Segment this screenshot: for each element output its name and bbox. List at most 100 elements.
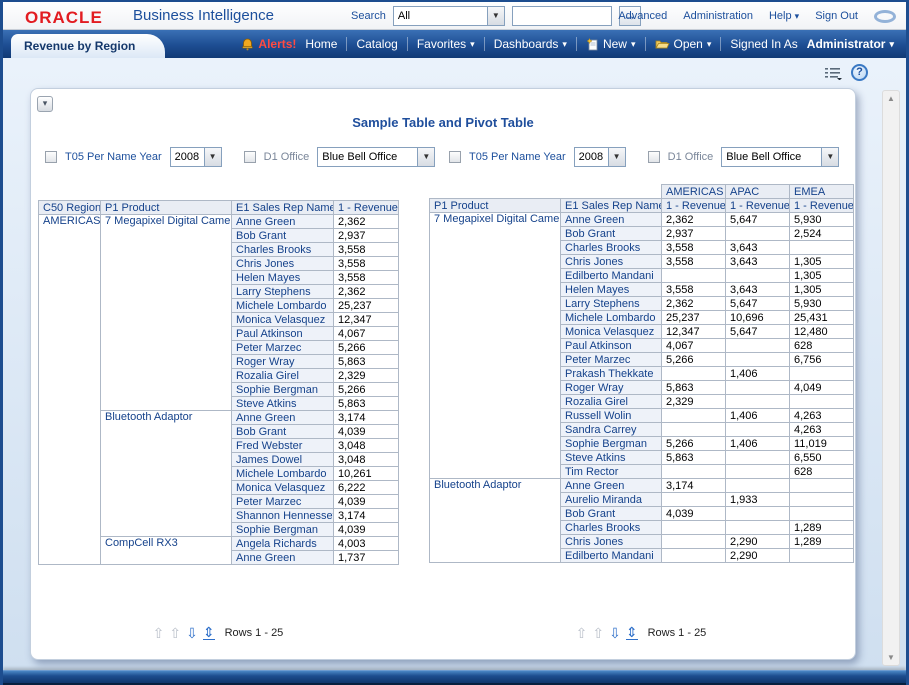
rows-range-label: Rows 1 - 25 [648, 627, 707, 639]
advanced-link[interactable]: Advanced [618, 10, 667, 22]
tab-revenue-by-region[interactable]: Revenue by Region [11, 34, 165, 58]
sales-rep-cell: Paul Atkinson [561, 339, 662, 353]
chevron-down-icon[interactable]: ▼ [204, 148, 221, 166]
revenue-cell: 3,558 [662, 241, 726, 255]
nav-item-catalog[interactable]: Catalog [356, 37, 397, 51]
previous-page-icon[interactable]: ⇧ [592, 626, 604, 640]
table-row: 7 Megapixel Digital CamerAnne Green2,362… [430, 213, 854, 227]
sales-rep-cell: Helen Mayes [561, 283, 662, 297]
search-scope-select[interactable]: All ▼ [393, 6, 505, 26]
revenue-cell: 2,937 [334, 229, 399, 243]
sales-rep-cell: Chris Jones [561, 535, 662, 549]
sales-rep-cell: Fred Webster [232, 439, 334, 453]
year-prompt-checkbox[interactable] [449, 151, 461, 163]
sales-rep-cell: Michele Lombardo [232, 299, 334, 313]
chevron-down-icon[interactable]: ▼ [417, 148, 434, 166]
scroll-up-icon[interactable]: ▲ [883, 94, 899, 103]
revenue-cell: 628 [790, 339, 854, 353]
revenue-cell: 3,643 [726, 283, 790, 297]
year-select[interactable]: 2008 ▼ [170, 147, 222, 167]
office-prompt-checkbox[interactable] [244, 151, 256, 163]
chevron-down-icon[interactable]: ▼ [821, 148, 838, 166]
column-header[interactable]: C50 Region [39, 201, 101, 215]
all-rows-icon[interactable]: ⇕ [626, 625, 638, 640]
office-select[interactable]: Blue Bell Office ▼ [317, 147, 435, 167]
nav-item-open[interactable]: Open▾ [655, 37, 712, 51]
sign-out-link[interactable]: Sign Out [815, 10, 858, 22]
vertical-scrollbar[interactable]: ▲ ▼ [882, 90, 900, 666]
revenue-cell: 1,289 [790, 535, 854, 549]
chevron-down-icon: ▾ [470, 39, 475, 50]
administration-link[interactable]: Administration [683, 10, 753, 22]
office-select[interactable]: Blue Bell Office ▼ [721, 147, 839, 167]
revenue-cell: 2,329 [662, 395, 726, 409]
nav-item-new[interactable]: New▾ [586, 37, 636, 51]
revenue-cell: 6,222 [334, 481, 399, 495]
previous-page-icon[interactable]: ⇧ [169, 626, 181, 640]
revenue-cell: 2,329 [334, 369, 399, 383]
next-page-icon[interactable]: ⇩ [186, 626, 198, 640]
first-page-icon[interactable]: ⇧ [576, 626, 588, 640]
region-column-header[interactable]: AMERICAS [662, 185, 726, 199]
revenue-cell: 3,048 [334, 439, 399, 453]
revenue-cell: 628 [790, 465, 854, 479]
revenue-cell [790, 507, 854, 521]
chevron-down-icon: ▾ [889, 39, 894, 50]
column-header[interactable]: 1 - Revenue [662, 199, 726, 213]
office-prompt-checkbox[interactable] [648, 151, 660, 163]
divider [407, 37, 408, 51]
column-header[interactable]: 1 - Revenue [726, 199, 790, 213]
chevron-down-icon[interactable]: ▼ [487, 7, 504, 25]
column-header[interactable]: 1 - Revenue [790, 199, 854, 213]
column-header[interactable]: P1 Product [430, 199, 561, 213]
search-input[interactable] [512, 6, 612, 26]
chevron-down-icon[interactable]: ▼ [608, 148, 625, 166]
chevron-down-icon: ▾ [795, 11, 800, 21]
sales-rep-cell: Steve Atkins [232, 397, 334, 411]
sales-rep-cell: Russell Wolin [561, 409, 662, 423]
column-header[interactable]: P1 Product [101, 201, 232, 215]
sales-rep-cell: Bob Grant [232, 229, 334, 243]
user-menu-administrator[interactable]: Administrator▾ [807, 37, 894, 51]
column-header[interactable]: E1 Sales Rep Name [561, 199, 662, 213]
column-header[interactable]: 1 - Revenue [334, 201, 399, 215]
nav-item-home[interactable]: Home [305, 37, 337, 51]
next-page-icon[interactable]: ⇩ [609, 626, 621, 640]
chevron-down-icon: ▾ [707, 39, 712, 50]
nav-item-favorites[interactable]: Favorites▾ [417, 37, 475, 51]
collapse-section-button[interactable]: ▾ [37, 96, 53, 112]
revenue-cell: 1,305 [790, 283, 854, 297]
column-header[interactable]: E1 Sales Rep Name [232, 201, 334, 215]
revenue-cell [726, 479, 790, 493]
sales-rep-cell: Bob Grant [561, 227, 662, 241]
revenue-cell: 2,290 [726, 535, 790, 549]
sales-rep-cell: Michele Lombardo [561, 311, 662, 325]
scroll-down-icon[interactable]: ▼ [883, 653, 899, 662]
product-cell: CompCell RX3 [101, 537, 232, 565]
year-select[interactable]: 2008 ▼ [574, 147, 626, 167]
divider [346, 37, 347, 51]
revenue-cell [790, 479, 854, 493]
revenue-cell: 6,550 [790, 451, 854, 465]
revenue-cell: 3,174 [334, 509, 399, 523]
page-options-icon[interactable] [825, 67, 842, 80]
revenue-cell [790, 367, 854, 381]
revenue-cell: 2,362 [662, 297, 726, 311]
nav-item-dashboards[interactable]: Dashboards▾ [494, 37, 567, 51]
help-icon[interactable]: ? [851, 64, 868, 81]
alerts-button[interactable]: Alerts! [241, 37, 296, 51]
pivot-corner [561, 185, 662, 199]
region-column-header[interactable]: APAC [726, 185, 790, 199]
revenue-cell: 2,362 [662, 213, 726, 227]
revenue-cell: 6,756 [790, 353, 854, 367]
revenue-cell [726, 227, 790, 241]
year-prompt-checkbox[interactable] [45, 151, 57, 163]
region-column-header[interactable]: EMEA [790, 185, 854, 199]
all-rows-icon[interactable]: ⇕ [203, 625, 215, 640]
help-menu[interactable]: Help ▾ [769, 10, 799, 22]
sales-rep-cell: Paul Atkinson [232, 327, 334, 341]
revenue-cell: 25,431 [790, 311, 854, 325]
sales-rep-cell: Chris Jones [561, 255, 662, 269]
pivot-corner [430, 185, 561, 199]
first-page-icon[interactable]: ⇧ [153, 626, 165, 640]
